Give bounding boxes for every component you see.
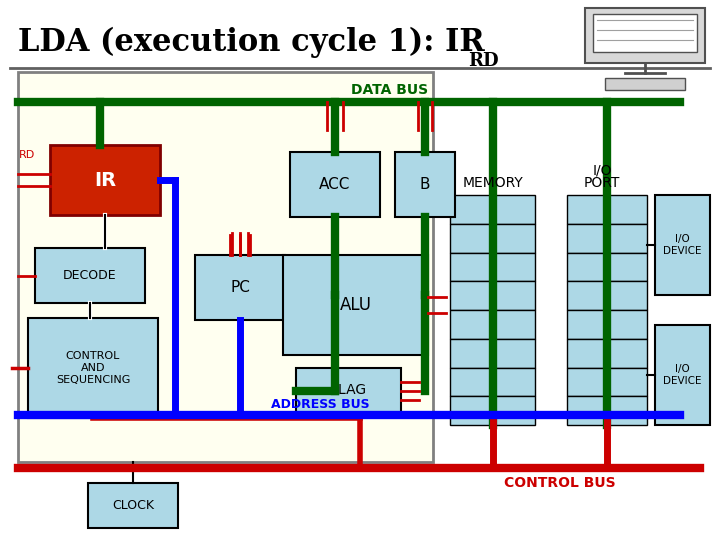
- Bar: [567, 253, 647, 281]
- Text: DECODE: DECODE: [63, 269, 117, 282]
- Text: I/O
DEVICE: I/O DEVICE: [663, 234, 702, 256]
- Text: PC: PC: [230, 280, 250, 295]
- Bar: [585, 8, 705, 63]
- Bar: [567, 339, 647, 368]
- Bar: [450, 281, 535, 310]
- Text: I/O
DEVICE: I/O DEVICE: [663, 364, 702, 386]
- Bar: [655, 195, 710, 295]
- Bar: [450, 339, 535, 368]
- Bar: [567, 281, 647, 310]
- Bar: [450, 396, 535, 425]
- Bar: [35, 248, 145, 303]
- Bar: [290, 152, 380, 217]
- Text: ADDRESS BUS: ADDRESS BUS: [271, 397, 369, 410]
- Text: IR: IR: [94, 171, 116, 190]
- Text: ALU: ALU: [340, 296, 372, 314]
- Bar: [567, 224, 647, 253]
- Bar: [450, 253, 535, 281]
- Text: DATA BUS: DATA BUS: [351, 83, 428, 97]
- Text: B: B: [420, 177, 431, 192]
- Bar: [18, 72, 433, 462]
- Bar: [450, 310, 535, 339]
- Bar: [28, 318, 158, 418]
- Bar: [450, 195, 535, 224]
- Bar: [50, 145, 160, 215]
- Bar: [655, 325, 710, 425]
- Bar: [88, 483, 178, 528]
- Text: CONTROL
AND
SEQUENCING: CONTROL AND SEQUENCING: [56, 352, 130, 384]
- Bar: [283, 255, 428, 355]
- Bar: [450, 224, 535, 253]
- Text: CONTROL BUS: CONTROL BUS: [504, 476, 616, 490]
- Bar: [296, 368, 401, 413]
- Bar: [605, 78, 685, 90]
- Bar: [567, 368, 647, 396]
- Text: FLAG: FLAG: [330, 383, 366, 397]
- Bar: [395, 152, 455, 217]
- Text: I/O: I/O: [593, 163, 612, 177]
- Text: LDA (execution cycle 1): IR: LDA (execution cycle 1): IR: [18, 26, 485, 58]
- Bar: [450, 368, 535, 396]
- Bar: [567, 195, 647, 224]
- Text: RD: RD: [468, 52, 499, 70]
- Bar: [593, 14, 697, 52]
- Bar: [195, 255, 285, 320]
- Text: ACC: ACC: [319, 177, 351, 192]
- Text: RD: RD: [19, 150, 35, 160]
- Bar: [567, 396, 647, 425]
- Bar: [567, 310, 647, 339]
- Text: CLOCK: CLOCK: [112, 499, 154, 512]
- Text: MEMORY: MEMORY: [462, 176, 523, 190]
- Text: PORT: PORT: [584, 176, 620, 190]
